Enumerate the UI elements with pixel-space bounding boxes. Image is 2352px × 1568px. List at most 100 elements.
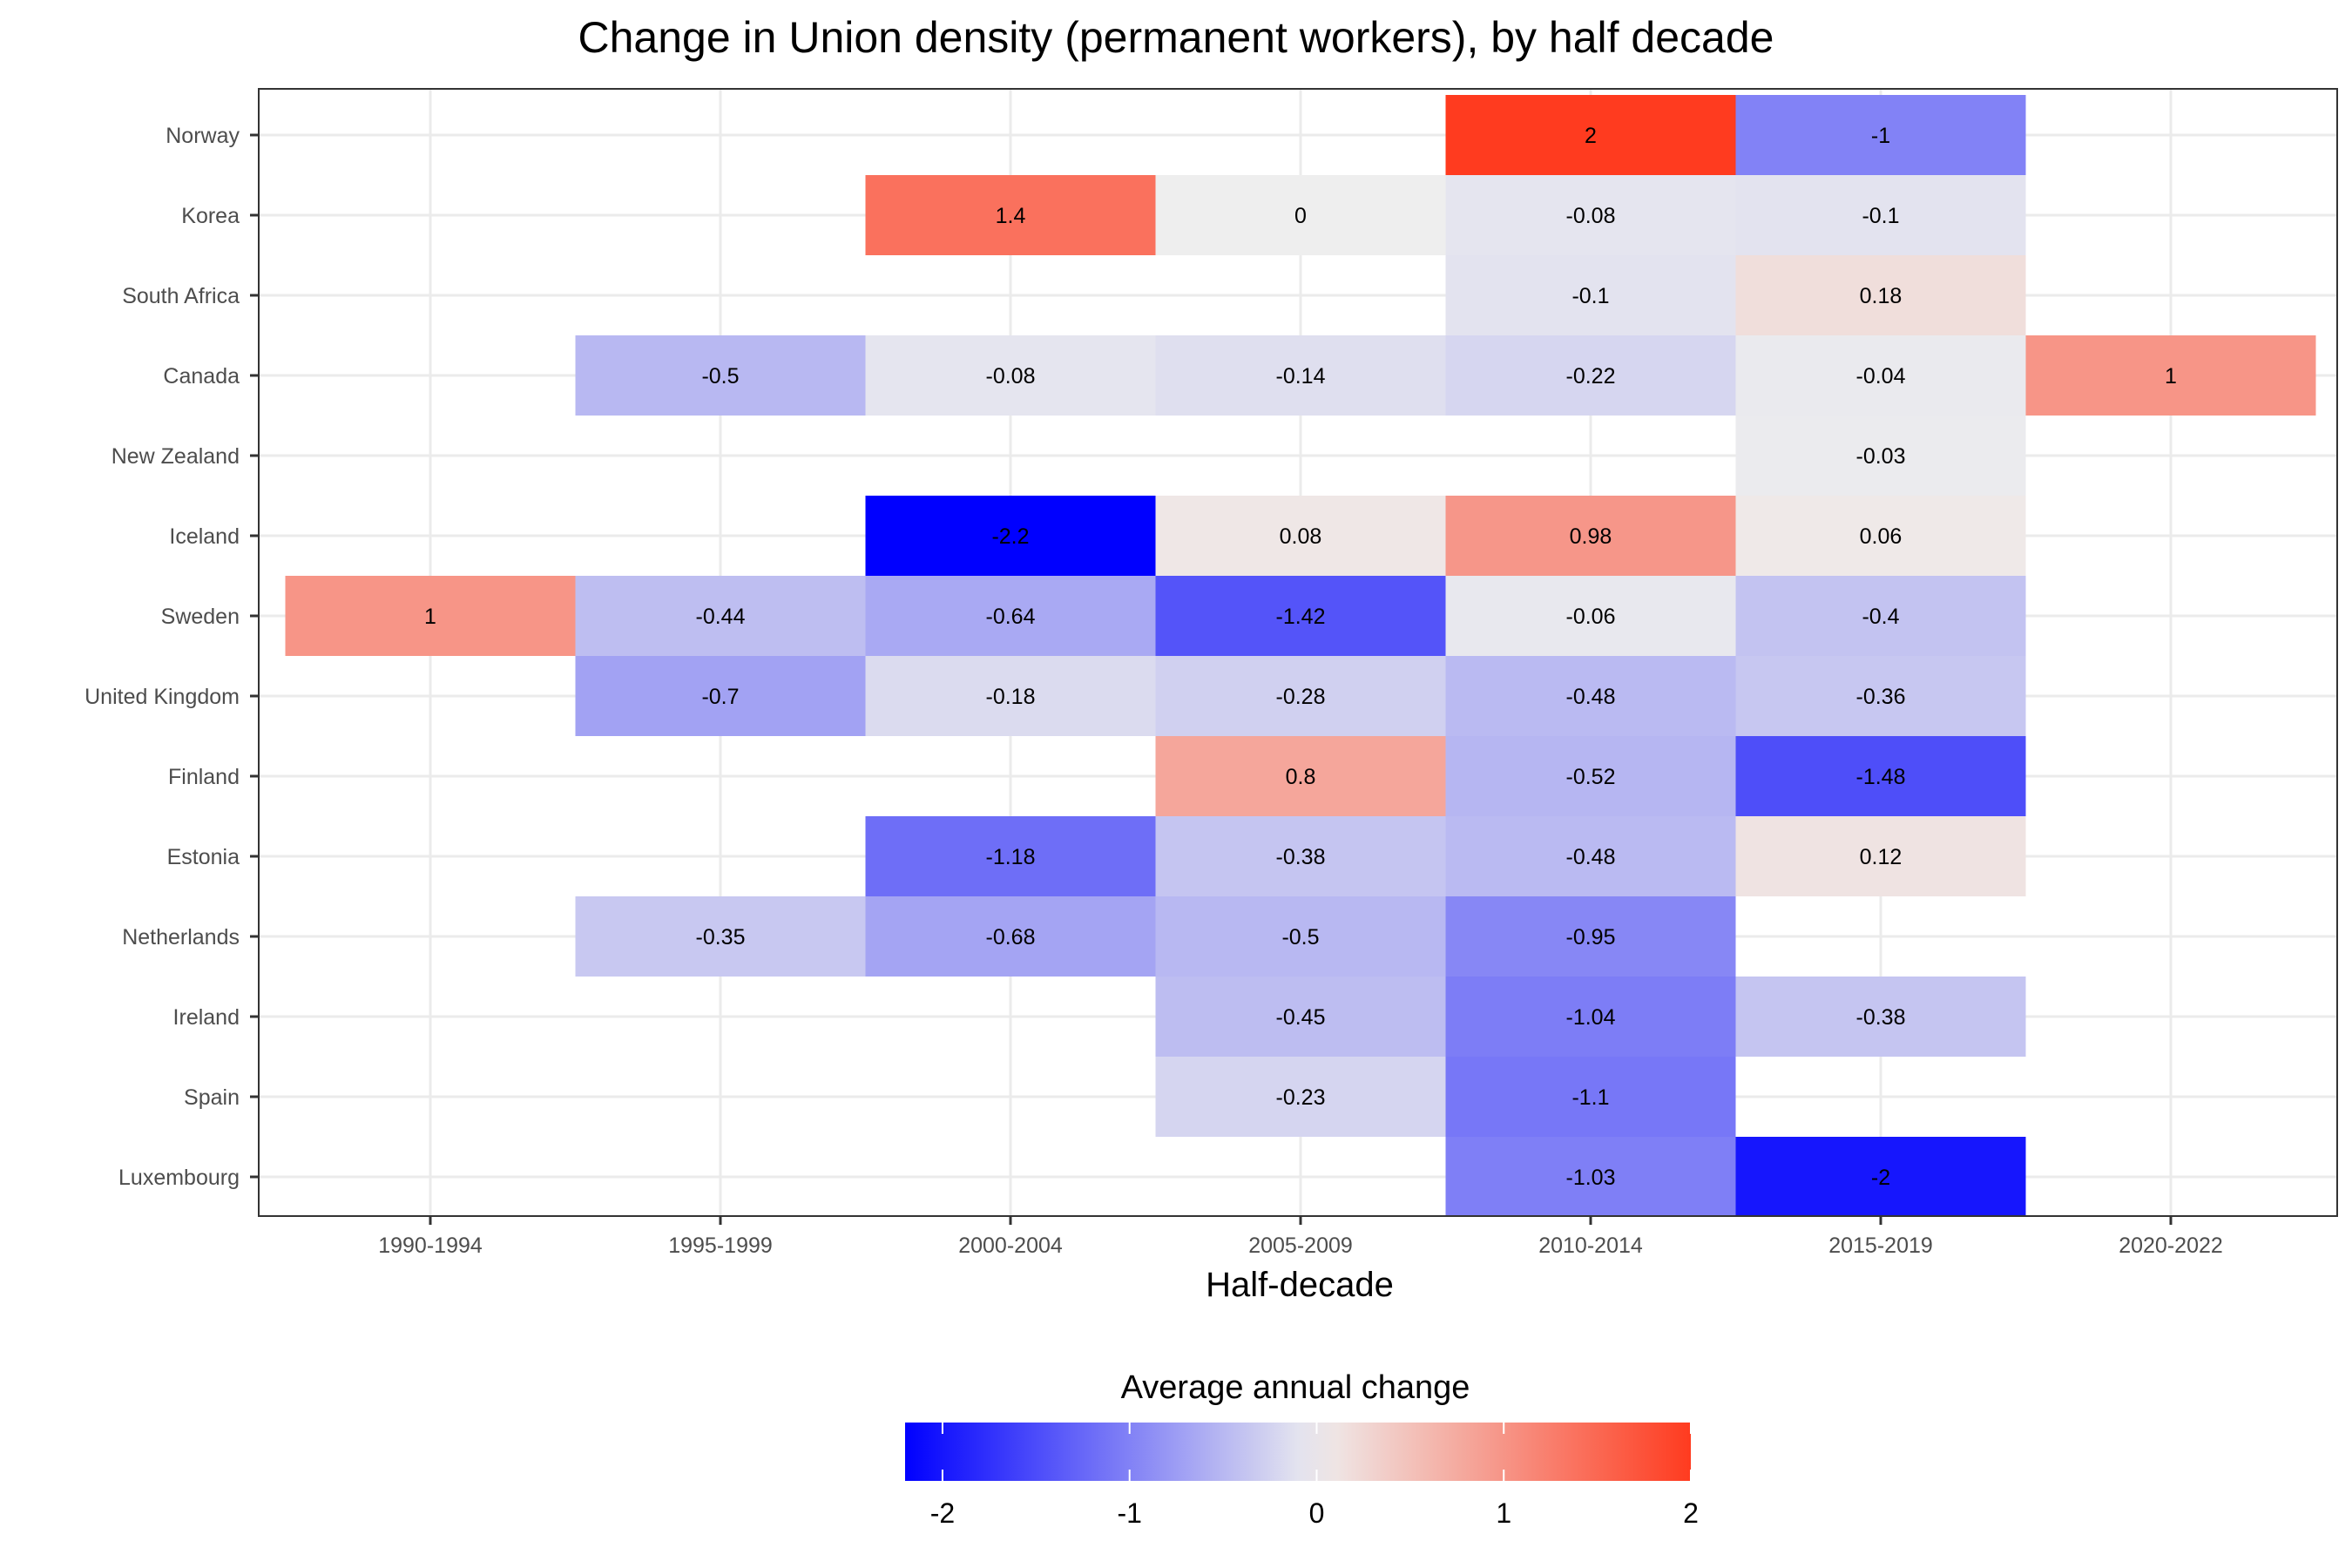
y-tick-label-sweden: Sweden [161, 605, 240, 629]
x-tick-label-1995-1999: 1995-1999 [668, 1233, 773, 1258]
cell-label-canada-2000-2004: -0.08 [986, 364, 1036, 389]
cell-label-united-kingdom-1995-1999: -0.7 [701, 685, 739, 709]
legend-color-bar [905, 1423, 1691, 1481]
cell-label-sweden-1995-1999: -0.44 [696, 605, 746, 629]
heatmap-cell-united-kingdom-2000-2004 [865, 656, 1156, 736]
cell-label-sweden-2005-2009: -1.42 [1276, 605, 1326, 629]
heatmap-cell-sweden-2015-2019 [1735, 576, 2026, 656]
legend-tick-label-1: -1 [1117, 1497, 1141, 1529]
cell-label-estonia-2005-2009: -0.38 [1276, 845, 1326, 869]
y-tick-label-canada: Canada [163, 364, 240, 389]
heatmap-cell-ireland-2010-2014 [1445, 977, 1736, 1057]
cell-label-netherlands-2000-2004: -0.68 [986, 925, 1036, 950]
heatmap-cell-sweden-1990-1994 [285, 576, 576, 656]
y-tick-label-norway: Norway [166, 124, 240, 148]
heatmap-cell-korea-2000-2004 [865, 175, 1156, 255]
legend-ticks: -2 -1 0 1 2 [930, 1423, 1699, 1529]
cell-label-finland-2015-2019: -1.48 [1856, 765, 1906, 789]
y-tick-label-new-zealand: New Zealand [112, 444, 240, 469]
y-tick-label-iceland: Iceland [169, 524, 240, 549]
x-tick-label-1990-1994: 1990-1994 [378, 1233, 483, 1258]
y-tick-label-united-kingdom: United Kingdom [84, 685, 240, 709]
legend-tick-label-0: -2 [930, 1497, 955, 1529]
cell-label-norway-2015-2019: -1 [1871, 124, 1890, 148]
cell-label-estonia-2015-2019: 0.12 [1860, 845, 1903, 869]
heatmap-cell-canada-2015-2019 [1735, 335, 2026, 416]
cell-label-sweden-2010-2014: -0.06 [1566, 605, 1616, 629]
heatmap-cell-iceland-2005-2009 [1155, 496, 1446, 576]
heatmap-cell-united-kingdom-2010-2014 [1445, 656, 1736, 736]
y-tick-label-spain: Spain [184, 1085, 240, 1110]
cell-label-south-africa-2010-2014: -0.1 [1571, 284, 1609, 308]
x-axis-title: Half-decade [1206, 1266, 1394, 1304]
heatmap-cell-netherlands-2000-2004 [865, 896, 1156, 977]
x-axis: 1990-1994 1995-1999 2000-2004 2005-2009 2010… [378, 1216, 2223, 1258]
heatmap-cell-canada-1995-1999 [575, 335, 866, 416]
legend-tick-label-2: 0 [1309, 1497, 1325, 1529]
cell-label-united-kingdom-2010-2014: -0.48 [1566, 685, 1616, 709]
heatmap-cell-korea-2010-2014 [1445, 175, 1736, 255]
legend-title: Average annual change [1121, 1369, 1470, 1406]
heatmap-cell-canada-2010-2014 [1445, 335, 1736, 416]
cell-label-spain-2010-2014: -1.1 [1571, 1085, 1609, 1110]
heatmap-cell-ireland-2005-2009 [1155, 977, 1446, 1057]
legend-tick-label-4: 2 [1683, 1497, 1699, 1529]
cell-label-sweden-2015-2019: -0.4 [1862, 605, 1899, 629]
x-tick-label-2020-2022: 2020-2022 [2119, 1233, 2223, 1258]
x-tick-label-2005-2009: 2005-2009 [1248, 1233, 1353, 1258]
cell-label-canada-2005-2009: -0.14 [1276, 364, 1326, 389]
heatmap-cell-sweden-1995-1999 [575, 576, 866, 656]
cell-label-norway-2010-2014: 2 [1585, 124, 1597, 148]
heatmap-cell-finland-2010-2014 [1445, 736, 1736, 816]
cell-label-canada-2010-2014: -0.22 [1566, 364, 1616, 389]
cell-label-luxembourg-2015-2019: -2 [1871, 1166, 1890, 1190]
heatmap-cell-estonia-2005-2009 [1155, 816, 1446, 896]
x-tick-label-2010-2014: 2010-2014 [1538, 1233, 1643, 1258]
cell-label-netherlands-2005-2009: -0.5 [1281, 925, 1319, 950]
heatmap-cell-netherlands-1995-1999 [575, 896, 866, 977]
heatmap-cell-spain-2005-2009 [1155, 1057, 1446, 1137]
heatmap-cell-korea-2015-2019 [1735, 175, 2026, 255]
cell-label-korea-2000-2004: 1.4 [996, 204, 1026, 228]
cell-label-iceland-2010-2014: 0.98 [1570, 524, 1612, 549]
y-tick-label-korea: Korea [181, 204, 240, 228]
cell-label-iceland-2015-2019: 0.06 [1860, 524, 1903, 549]
heatmap-cell-united-kingdom-2015-2019 [1735, 656, 2026, 736]
y-tick-label-finland: Finland [168, 765, 240, 789]
heatmap-cell-ireland-2015-2019 [1735, 977, 2026, 1057]
heatmap-cell-estonia-2015-2019 [1735, 816, 2026, 896]
heatmap-cell-sweden-2000-2004 [865, 576, 1156, 656]
cell-label-luxembourg-2010-2014: -1.03 [1566, 1166, 1616, 1190]
cell-label-estonia-2000-2004: -1.18 [986, 845, 1036, 869]
heatmap-cell-canada-2005-2009 [1155, 335, 1446, 416]
heatmap-cell-canada-2000-2004 [865, 335, 1156, 416]
cell-label-finland-2010-2014: -0.52 [1566, 765, 1616, 789]
heatmap-cell-netherlands-2010-2014 [1445, 896, 1736, 977]
cell-label-iceland-2005-2009: 0.08 [1280, 524, 1322, 549]
cell-label-sweden-2000-2004: -0.64 [986, 605, 1036, 629]
heatmap-cell-estonia-2010-2014 [1445, 816, 1736, 896]
heatmap-cell-united-kingdom-2005-2009 [1155, 656, 1446, 736]
heatmap-cell-united-kingdom-1995-1999 [575, 656, 866, 736]
heatmap-cell-finland-2005-2009 [1155, 736, 1446, 816]
heatmap-cell-sweden-2005-2009 [1155, 576, 1446, 656]
heatmap-cell-canada-2020-2022 [2025, 335, 2316, 416]
y-tick-label-netherlands: Netherlands [122, 925, 240, 950]
panel-border [258, 88, 2338, 1217]
cell-label-netherlands-2010-2014: -0.95 [1566, 925, 1616, 950]
heatmap-cell-luxembourg-2010-2014 [1445, 1137, 1736, 1217]
cell-label-netherlands-1995-1999: -0.35 [696, 925, 746, 950]
heatmap-cell-estonia-2000-2004 [865, 816, 1156, 896]
chart-title: Change in Union density (permanent worke… [578, 13, 1774, 62]
cell-label-estonia-2010-2014: -0.48 [1566, 845, 1616, 869]
heatmap-cell-finland-2015-2019 [1735, 736, 2026, 816]
cell-label-korea-2015-2019: -0.1 [1862, 204, 1899, 228]
cell-label-south-africa-2015-2019: 0.18 [1860, 284, 1903, 308]
cell-label-united-kingdom-2000-2004: -0.18 [986, 685, 1036, 709]
y-tick-label-estonia: Estonia [167, 845, 240, 869]
x-tick-label-2000-2004: 2000-2004 [958, 1233, 1063, 1258]
cell-label-united-kingdom-2015-2019: -0.36 [1856, 685, 1906, 709]
legend-tick-label-3: 1 [1496, 1497, 1511, 1529]
cell-label-new-zealand-2015-2019: -0.03 [1856, 444, 1906, 469]
